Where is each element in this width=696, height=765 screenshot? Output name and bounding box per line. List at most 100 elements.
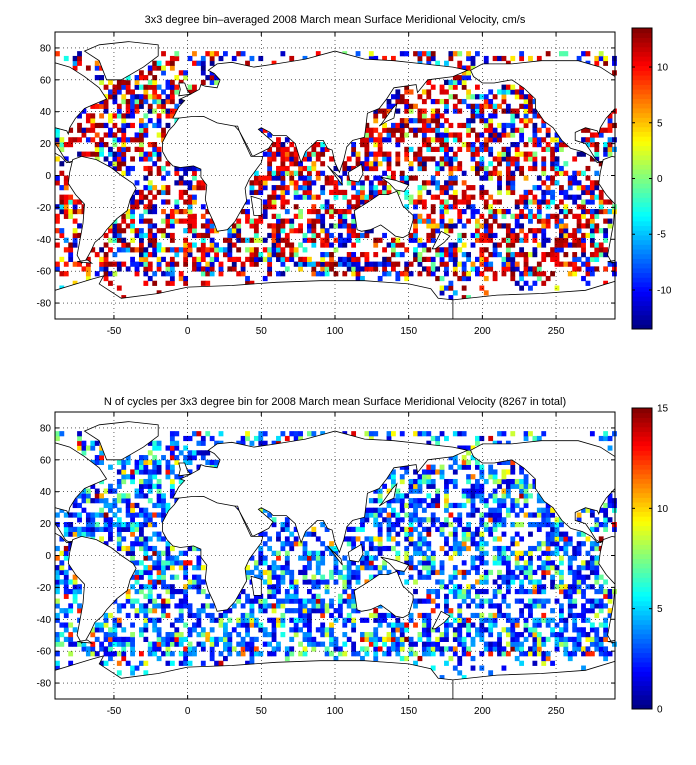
data-cell (130, 98, 135, 105)
data-cell (200, 627, 206, 633)
data-cell (112, 84, 118, 90)
data-cell (116, 103, 122, 109)
data-cell (174, 632, 180, 638)
data-cell (413, 132, 418, 138)
data-cell (475, 228, 480, 234)
data-cell (607, 493, 613, 499)
data-cell (355, 189, 361, 196)
data-cell (99, 75, 105, 81)
data-cell (505, 122, 511, 129)
data-cell (271, 560, 277, 566)
data-cell (532, 247, 538, 253)
data-cell (408, 498, 414, 504)
data-cell (395, 627, 401, 633)
data-cell (461, 531, 467, 537)
data-cell (271, 593, 277, 599)
data-cell (134, 84, 140, 90)
data-cell (598, 536, 604, 542)
data-cell (541, 603, 547, 609)
data-cell (528, 55, 533, 62)
data-cell (121, 603, 127, 609)
data-cell (108, 502, 113, 509)
data-cell (466, 65, 471, 71)
data-cell (169, 113, 175, 119)
data-cell (483, 541, 489, 547)
data-cell (435, 579, 441, 585)
data-cell (470, 204, 476, 210)
data-cell (258, 127, 264, 133)
data-cell (139, 507, 144, 513)
data-cell (550, 199, 555, 205)
data-cell (196, 185, 202, 191)
data-cell (519, 598, 525, 604)
data-cell (536, 565, 542, 571)
data-cell (607, 113, 613, 119)
x-tick-label: 150 (400, 326, 417, 337)
data-cell (452, 536, 458, 542)
data-cell (342, 213, 348, 219)
data-cell (364, 431, 370, 437)
data-cell (439, 261, 445, 267)
data-cell (457, 98, 463, 105)
data-cell (382, 256, 387, 262)
data-cell (589, 132, 595, 138)
data-cell (298, 651, 303, 657)
data-cell (391, 247, 396, 253)
data-cell (528, 565, 533, 571)
data-cell (404, 156, 410, 162)
data-cell (245, 218, 250, 224)
data-cell (55, 588, 60, 595)
data-cell (444, 435, 449, 442)
data-cell (81, 108, 87, 114)
data-cell (125, 474, 131, 480)
data-cell (196, 440, 202, 446)
data-cell (121, 132, 127, 138)
data-cell (311, 146, 317, 152)
data-cell (152, 641, 158, 647)
data-cell (94, 512, 100, 518)
data-cell (174, 103, 180, 109)
data-cell (466, 617, 471, 623)
data-cell (258, 651, 264, 657)
data-cell (360, 180, 365, 186)
data-cell (479, 271, 485, 277)
data-cell (576, 646, 582, 652)
data-cell (563, 189, 569, 196)
data-cell (165, 122, 171, 129)
data-cell (276, 588, 281, 595)
data-cell (523, 194, 529, 200)
data-cell (139, 84, 144, 90)
data-cell (178, 165, 184, 172)
data-cell (139, 228, 144, 234)
data-cell (581, 593, 586, 599)
data-cell (444, 502, 449, 509)
data-cell (594, 560, 600, 566)
data-cell (497, 522, 502, 528)
data-cell (174, 165, 180, 172)
data-cell (351, 232, 357, 239)
data-cell (576, 550, 582, 556)
data-cell (59, 199, 65, 205)
data-cell (342, 588, 348, 595)
data-cell (99, 641, 105, 647)
data-cell (572, 213, 578, 219)
data-cell (514, 531, 520, 537)
data-cell (258, 569, 264, 576)
data-cell (174, 474, 180, 480)
data-cell (479, 213, 485, 219)
data-cell (342, 237, 348, 243)
data-cell (492, 275, 498, 282)
data-cell (302, 175, 308, 181)
coastline (250, 195, 262, 216)
data-cell (81, 151, 87, 157)
data-cell (417, 498, 423, 504)
data-cell (178, 450, 184, 456)
data-cell (373, 113, 379, 119)
data-cell (448, 94, 454, 100)
data-cell (183, 435, 189, 442)
data-cell (253, 622, 259, 628)
data-cell (382, 137, 387, 143)
data-cell (85, 646, 91, 652)
data-cell (152, 512, 158, 518)
data-cell (435, 517, 441, 523)
